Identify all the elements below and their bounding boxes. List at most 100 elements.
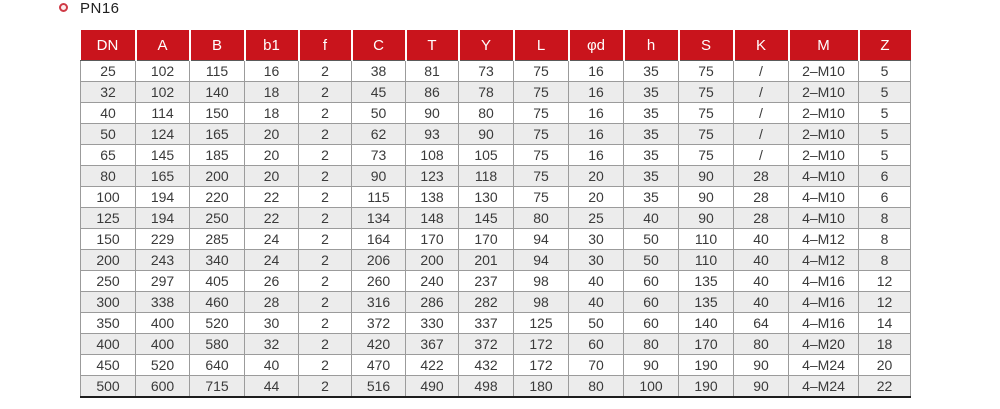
table-cell: 4–M10: [788, 165, 859, 187]
table-cell: 172: [513, 354, 569, 376]
table-cell: 8: [858, 249, 911, 271]
table-cell: 164: [351, 228, 406, 250]
table-cell: 60: [623, 270, 679, 292]
table-cell: 125: [80, 207, 136, 229]
table-cell: 40: [244, 354, 299, 376]
table-cell: 5: [858, 123, 911, 145]
table-cell: 150: [189, 102, 245, 124]
table-row: 400 400 580 32 2 420 367 372 172 60 80 170 80 4–M20 18: [80, 333, 911, 355]
table-cell: 25: [80, 60, 136, 82]
table-cell: 297: [135, 270, 190, 292]
column-header-7: Y: [457, 30, 514, 61]
table-cell: 2–M10: [788, 144, 859, 166]
column-header-8: L: [512, 30, 569, 61]
table-cell: 80: [80, 165, 136, 187]
table-cell: 2: [298, 228, 352, 250]
table-cell: 715: [189, 375, 245, 398]
table-cell: 22: [858, 375, 911, 398]
table-cell: 35: [623, 186, 679, 208]
table-row: 50 124 165 20 2 62 93 90 75 16 35 75/2–M10 5: [80, 123, 911, 145]
table-cell: 105: [458, 144, 514, 166]
table-cell: 75: [513, 144, 569, 166]
table-cell: 110: [678, 228, 734, 250]
table-cell: 90: [678, 165, 734, 187]
table-cell: 145: [458, 207, 514, 229]
table-row: 500 600 715 44 2 516 490 498 180 80 100 190 90 4–M24 2…: [80, 375, 911, 398]
table-cell: 28: [733, 165, 789, 187]
table-cell: 60: [623, 291, 679, 313]
column-header-3: b1: [243, 30, 299, 61]
table-cell: 102: [135, 81, 190, 103]
table-cell: 40: [733, 228, 789, 250]
ring-bullet-icon: [59, 3, 68, 12]
table-cell: 102: [135, 60, 190, 82]
table-cell: /: [733, 81, 789, 103]
table-cell: 400: [135, 333, 190, 355]
table-row: 250 297 405 26 2 260 240 237 98 40 60 135 40 4–M16 12: [80, 270, 911, 292]
table-cell: 35: [623, 123, 679, 145]
table-cell: 2: [298, 354, 352, 376]
table-cell: 400: [135, 312, 190, 334]
table-cell: 50: [80, 123, 136, 145]
table-cell: 25: [568, 207, 624, 229]
table-cell: 350: [80, 312, 136, 334]
table-cell: 75: [513, 102, 569, 124]
table-cell: 70: [568, 354, 624, 376]
table-cell: 80: [733, 333, 789, 355]
table-row: 300 338 460 28 2 316 286 282 98 40 60 135 40 4–M16 12: [80, 291, 911, 313]
table-cell: 2: [298, 312, 352, 334]
table-row: 200 243 340 24 2 206 200 201 94 30 50 110 40 4–M12 8: [80, 249, 911, 271]
table-cell: 400: [80, 333, 136, 355]
table-cell: 180: [513, 375, 569, 398]
table-cell: 194: [135, 186, 190, 208]
table-cell: /: [733, 102, 789, 124]
table-cell: 75: [678, 144, 734, 166]
table-cell: 75: [678, 60, 734, 82]
table-cell: 40: [568, 291, 624, 313]
table-cell: 28: [244, 291, 299, 313]
table-cell: 64: [733, 312, 789, 334]
table-cell: 75: [513, 165, 569, 187]
table-cell: 372: [351, 312, 406, 334]
table-cell: 2–M10: [788, 102, 859, 124]
table-cell: 80: [513, 207, 569, 229]
table-cell: 4–M16: [788, 312, 859, 334]
table-row: 100 194 220 22 2 115 138 130 75 20 35 90 28 4–M10 6: [80, 186, 911, 208]
table-cell: 18: [244, 102, 299, 124]
table-cell: 150: [80, 228, 136, 250]
table-cell: 190: [678, 354, 734, 376]
table-cell: 73: [458, 60, 514, 82]
table-cell: 520: [135, 354, 190, 376]
table-cell: 28: [733, 207, 789, 229]
table-cell: 600: [135, 375, 190, 398]
table-cell: 40: [733, 291, 789, 313]
table-cell: 580: [189, 333, 245, 355]
table-cell: 60: [623, 312, 679, 334]
table-cell: 4–M24: [788, 375, 859, 398]
table-cell: 20: [568, 186, 624, 208]
table-cell: 80: [623, 333, 679, 355]
table-cell: 2: [298, 375, 352, 398]
table-cell: 6: [858, 165, 911, 187]
table-cell: 285: [189, 228, 245, 250]
column-header-13: M: [787, 30, 859, 61]
table-cell: 38: [351, 60, 406, 82]
table-cell: 98: [513, 291, 569, 313]
table-cell: 75: [513, 60, 569, 82]
table-cell: 5: [858, 102, 911, 124]
table-cell: /: [733, 60, 789, 82]
table-cell: 367: [405, 333, 459, 355]
table-cell: 80: [458, 102, 514, 124]
table-cell: 200: [405, 249, 459, 271]
column-header-14: Z: [857, 30, 911, 61]
table-cell: 260: [351, 270, 406, 292]
table-row: 80 165 200 20 2 90 123 118 75 20 35 90 28 4–M10 6: [80, 165, 911, 187]
table-cell: 2: [298, 249, 352, 271]
table-cell: 18: [858, 333, 911, 355]
table-cell: 118: [458, 165, 514, 187]
table-cell: 32: [244, 333, 299, 355]
table-row: 65 145 185 20 2 73 108 105 75 16 35 75/2–M10 5: [80, 144, 911, 166]
table-cell: 135: [678, 270, 734, 292]
table-cell: 2: [298, 144, 352, 166]
